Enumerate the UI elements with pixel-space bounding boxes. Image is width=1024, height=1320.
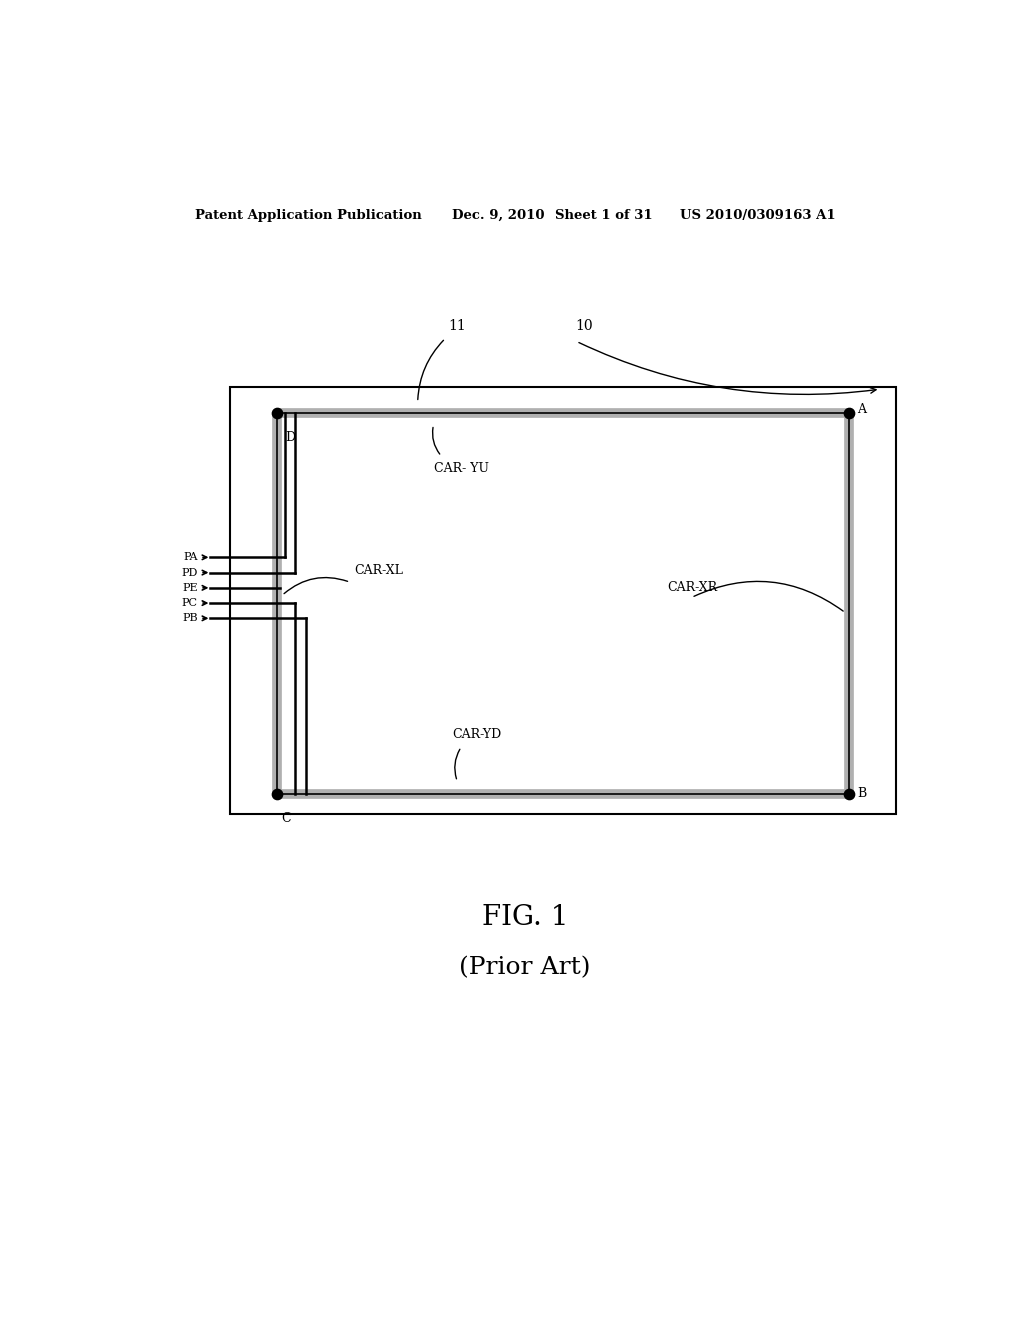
Point xyxy=(841,783,857,804)
Text: B: B xyxy=(857,787,866,800)
Text: 11: 11 xyxy=(449,319,466,333)
Text: Patent Application Publication: Patent Application Publication xyxy=(196,209,422,222)
Text: CAR-XR: CAR-XR xyxy=(668,581,718,594)
Text: C: C xyxy=(282,812,291,825)
Text: CAR-YD: CAR-YD xyxy=(453,729,502,742)
Text: 10: 10 xyxy=(575,319,593,333)
Text: PA: PA xyxy=(183,552,198,562)
Text: PC: PC xyxy=(182,598,198,609)
Text: Sheet 1 of 31: Sheet 1 of 31 xyxy=(555,209,652,222)
Text: CAR-XL: CAR-XL xyxy=(354,564,403,577)
Text: Dec. 9, 2010: Dec. 9, 2010 xyxy=(452,209,545,222)
Text: (Prior Art): (Prior Art) xyxy=(459,956,591,979)
Text: A: A xyxy=(857,403,866,416)
Text: US 2010/0309163 A1: US 2010/0309163 A1 xyxy=(680,209,836,222)
Text: PB: PB xyxy=(182,614,198,623)
Text: PE: PE xyxy=(182,583,198,593)
Point xyxy=(269,401,286,422)
Text: D: D xyxy=(285,430,295,444)
Text: CAR- YU: CAR- YU xyxy=(434,462,488,475)
Text: PD: PD xyxy=(181,568,198,578)
Point xyxy=(269,783,286,804)
Text: FIG. 1: FIG. 1 xyxy=(481,904,568,931)
Bar xyxy=(229,387,896,814)
Point xyxy=(841,401,857,422)
